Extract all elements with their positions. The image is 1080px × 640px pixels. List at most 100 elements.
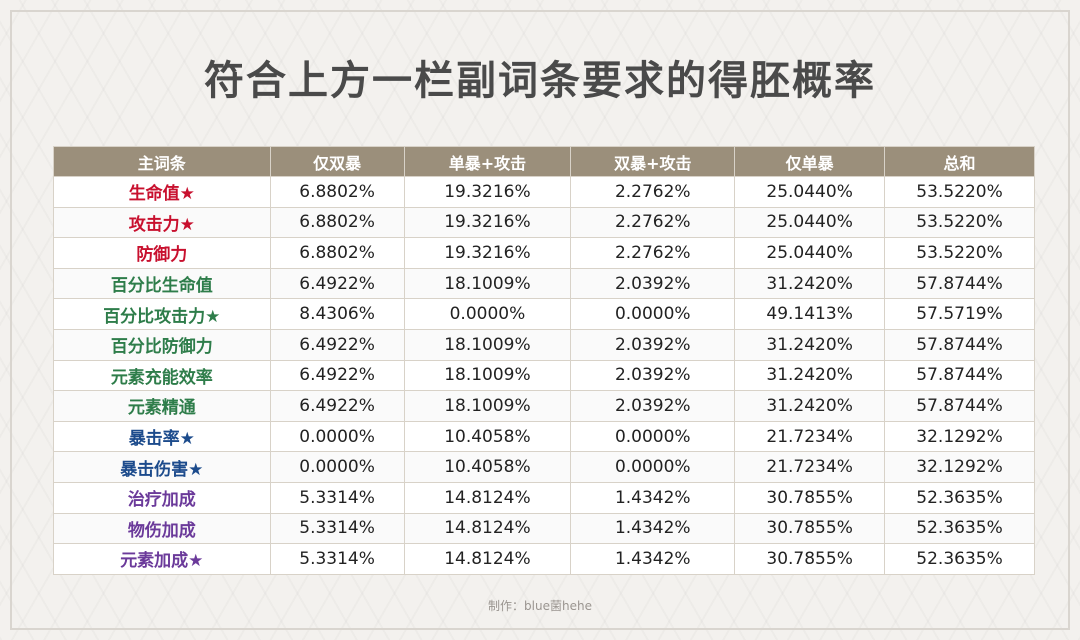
probability-cell: 0.0000% [570,451,736,483]
main-stat-name: 百分比生命值 [53,267,271,300]
header-single-crit-only: 仅单暴 [734,146,886,177]
header-single-crit-atk: 单暴+攻击 [403,146,572,177]
probability-cell: 10.4058% [403,451,572,483]
probability-cell: 52.3635% [884,481,1035,514]
probability-cell: 6.4922% [269,359,405,392]
header-total: 总和 [884,146,1035,177]
table-row: 防御力 6.8802% 19.3216% 2.2762% 25.0440% 53.5220… [53,237,1035,269]
probability-cell: 57.8744% [884,328,1035,361]
table-row: 生命值★ 6.8802% 19.3216% 2.2762% 25.0440% 53.522… [53,176,1035,208]
probability-cell: 53.5220% [884,176,1035,208]
probability-cell: 2.0392% [570,359,736,392]
probability-cell: 2.0392% [570,390,736,422]
probability-cell: 2.2762% [570,206,736,239]
probability-cell: 6.8802% [269,176,405,208]
table-row: 元素充能效率 6.4922% 18.1009% 2.0392% 31.2420% 57.8… [53,359,1035,392]
probability-cell: 6.4922% [269,390,405,422]
probability-cell: 52.3635% [884,512,1035,545]
probability-cell: 53.5220% [884,206,1035,239]
probability-cell: 57.8744% [884,267,1035,300]
table-row: 元素加成★ 5.3314% 14.8124% 1.4342% 30.7855% 52.36… [53,543,1035,575]
probability-cell: 5.3314% [269,512,405,545]
probability-cell: 21.7234% [734,451,886,483]
probability-cell: 2.0392% [570,267,736,300]
probability-cell: 18.1009% [403,328,572,361]
header-main-stat: 主词条 [53,146,271,177]
probability-cell: 32.1292% [884,451,1035,483]
main-stat-name: 元素精通 [53,390,271,422]
probability-cell: 6.8802% [269,206,405,239]
probability-cell: 30.7855% [734,512,886,545]
main-stat-name: 防御力 [53,237,271,269]
probability-cell: 10.4058% [403,420,572,453]
probability-cell: 0.0000% [403,298,572,330]
probability-cell: 32.1292% [884,420,1035,453]
probability-cell: 18.1009% [403,359,572,392]
probability-cell: 18.1009% [403,390,572,422]
probability-cell: 2.2762% [570,176,736,208]
probability-cell: 25.0440% [734,206,886,239]
table-row: 物伤加成 5.3314% 14.8124% 1.4342% 30.7855% 52.363… [53,512,1035,545]
probability-cell: 6.4922% [269,328,405,361]
table-row: 攻击力★ 6.8802% 19.3216% 2.2762% 25.0440% 53.522… [53,206,1035,239]
probability-cell: 30.7855% [734,543,886,575]
main-stat-name: 治疗加成 [53,481,271,514]
probability-cell: 5.3314% [269,543,405,575]
probability-cell: 0.0000% [269,451,405,483]
main-stat-name: 暴击率★ [53,420,271,453]
probability-cell: 25.0440% [734,237,886,269]
table-row: 百分比生命值 6.4922% 18.1009% 2.0392% 31.2420% 57.8… [53,267,1035,300]
probability-cell: 0.0000% [269,420,405,453]
probability-cell: 14.8124% [403,512,572,545]
probability-cell: 6.4922% [269,267,405,300]
table-header-row: 主词条 仅双暴 单暴+攻击 双暴+攻击 仅单暴 总和 [53,146,1035,177]
probability-cell: 1.4342% [570,512,736,545]
main-stat-name: 暴击伤害★ [53,451,271,483]
probability-table: 主词条 仅双暴 单暴+攻击 双暴+攻击 仅单暴 总和 生命值★ 6.8802% 19… [53,146,1035,575]
probability-cell: 19.3216% [403,237,572,269]
probability-cell: 14.8124% [403,543,572,575]
probability-cell: 31.2420% [734,390,886,422]
probability-cell: 0.0000% [570,298,736,330]
probability-cell: 5.3314% [269,481,405,514]
table-row: 暴击伤害★ 0.0000% 10.4058% 0.0000% 21.7234% 32.12… [53,451,1035,483]
probability-cell: 30.7855% [734,481,886,514]
probability-cell: 52.3635% [884,543,1035,575]
main-stat-name: 百分比攻击力★ [53,298,271,330]
table-row: 暴击率★ 0.0000% 10.4058% 0.0000% 21.7234% 32.129… [53,420,1035,453]
probability-cell: 2.0392% [570,328,736,361]
probability-cell: 14.8124% [403,481,572,514]
table-row: 治疗加成 5.3314% 14.8124% 1.4342% 30.7855% 52.363… [53,481,1035,514]
probability-cell: 19.3216% [403,206,572,239]
probability-cell: 21.7234% [734,420,886,453]
probability-cell: 1.4342% [570,543,736,575]
main-stat-name: 生命值★ [53,176,271,208]
probability-cell: 6.8802% [269,237,405,269]
probability-cell: 31.2420% [734,267,886,300]
table-row: 百分比防御力 6.4922% 18.1009% 2.0392% 31.2420% 57.8… [53,328,1035,361]
probability-cell: 18.1009% [403,267,572,300]
main-stat-name: 物伤加成 [53,512,271,545]
probability-cell: 1.4342% [570,481,736,514]
probability-cell: 57.8744% [884,390,1035,422]
probability-cell: 19.3216% [403,176,572,208]
probability-cell: 49.1413% [734,298,886,330]
header-double-crit-atk: 双暴+攻击 [570,146,736,177]
probability-cell: 8.4306% [269,298,405,330]
header-double-crit-only: 仅双暴 [269,146,405,177]
main-stat-name: 攻击力★ [53,206,271,239]
probability-cell: 57.5719% [884,298,1035,330]
credit-text: 制作：blue菌hehe [488,599,592,613]
probability-cell: 0.0000% [570,420,736,453]
main-stat-name: 元素加成★ [53,543,271,575]
table-row: 元素精通 6.4922% 18.1009% 2.0392% 31.2420% 57.874… [53,390,1035,422]
table-row: 百分比攻击力★ 8.4306% 0.0000% 0.0000% 49.1413% 57.5… [53,298,1035,330]
probability-cell: 53.5220% [884,237,1035,269]
probability-cell: 57.8744% [884,359,1035,392]
main-stat-name: 百分比防御力 [53,328,271,361]
main-stat-name: 元素充能效率 [53,359,271,392]
probability-cell: 25.0440% [734,176,886,208]
probability-cell: 31.2420% [734,328,886,361]
probability-cell: 31.2420% [734,359,886,392]
probability-cell: 2.2762% [570,237,736,269]
